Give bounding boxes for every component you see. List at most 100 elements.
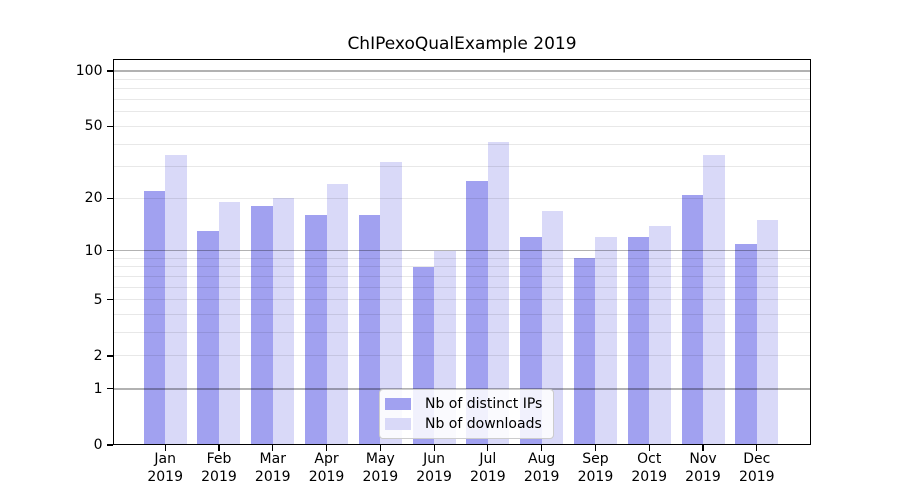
minor-gridline-60 (113, 111, 811, 113)
x-tick-year: 2019 (577, 468, 614, 485)
y-tick-label-5: 5 (93, 291, 103, 308)
x-tick-jun (433, 445, 435, 451)
y-tick-50 (106, 125, 113, 127)
minor-gridline-5 (113, 299, 811, 301)
bar-dec-distinct-ips (735, 243, 757, 445)
x-tick-month: Sep (582, 451, 609, 467)
bar-nov-distinct-ips (681, 194, 703, 445)
bar-jan-distinct-ips (143, 190, 166, 445)
bar-mar-downloads (272, 198, 295, 445)
bar-feb-downloads (218, 202, 241, 445)
y-tick-10 (106, 250, 113, 252)
x-tick-label-sep: Sep 2019 (563, 451, 627, 486)
x-tick-month: Feb (206, 451, 232, 467)
x-tick-label-may: May 2019 (348, 451, 412, 486)
minor-gridline-8 (113, 266, 811, 268)
minor-gridline-20 (113, 197, 811, 199)
minor-gridline-6 (113, 286, 811, 288)
y-tick-2 (106, 355, 113, 357)
x-tick-year: 2019 (416, 468, 452, 485)
x-tick-label-nov: Nov 2019 (671, 451, 735, 486)
minor-gridline-2 (113, 355, 811, 357)
x-tick-month: Oct (637, 451, 662, 467)
y-tick-20 (106, 197, 113, 199)
x-tick-jul (487, 445, 489, 451)
bar-aug-downloads (541, 210, 564, 445)
x-tick-year: 2019 (685, 468, 721, 485)
x-tick-month: Jun (423, 451, 446, 467)
minor-gridline-90 (113, 78, 811, 80)
x-tick-year: 2019 (308, 468, 345, 485)
x-tick-month: Nov (689, 451, 717, 467)
x-tick-year: 2019 (254, 468, 291, 485)
x-tick-aug (541, 445, 543, 451)
y-tick-100 (106, 70, 113, 72)
x-tick-month: Aug (527, 451, 556, 467)
plot-area: Nb of distinct IPs Nb of downloads (113, 59, 811, 445)
legend-label-distinct-ips: Nb of distinct IPs (425, 396, 543, 412)
y-tick-0 (106, 444, 113, 446)
y-tick-label-2: 2 (93, 347, 103, 364)
minor-gridline-7 (113, 275, 811, 277)
legend-item-distinct-ips: Nb of distinct IPs (385, 396, 542, 412)
x-tick-label-dec: Dec 2019 (725, 451, 789, 486)
legend-swatch-distinct-ips (385, 398, 411, 410)
x-tick-label-jul: Jul 2019 (456, 451, 520, 486)
minor-gridline-4 (113, 314, 811, 316)
legend-label-downloads: Nb of downloads (425, 416, 542, 432)
x-tick-may (379, 445, 381, 451)
minor-gridline-30 (113, 166, 811, 168)
x-tick-month: Jul (479, 451, 497, 467)
bar-sep-downloads (595, 237, 617, 445)
major-gridline-1 (113, 388, 811, 390)
legend-swatch-downloads (385, 418, 411, 430)
x-tick-month: May (365, 451, 395, 467)
major-gridline-10 (113, 250, 811, 252)
bar-mar-distinct-ips (251, 206, 273, 445)
bar-sep-distinct-ips (573, 258, 596, 445)
y-tick-label-100: 100 (75, 62, 103, 79)
x-tick-oct (648, 445, 650, 451)
x-tick-year: 2019 (147, 468, 183, 485)
x-tick-year: 2019 (523, 468, 560, 485)
x-tick-year: 2019 (362, 468, 399, 485)
bar-oct-distinct-ips (627, 237, 650, 445)
x-tick-nov (702, 445, 704, 451)
x-tick-jan (164, 445, 166, 451)
x-tick-year: 2019 (738, 468, 775, 485)
bar-apr-downloads (326, 184, 349, 445)
bar-may-distinct-ips (358, 215, 381, 445)
x-tick-feb (218, 445, 220, 451)
x-tick-dec (756, 445, 758, 451)
x-tick-month: Apr (314, 451, 339, 467)
minor-gridline-80 (113, 88, 811, 90)
legend-item-downloads: Nb of downloads (385, 416, 542, 432)
x-tick-label-jun: Jun 2019 (402, 451, 466, 486)
minor-gridline-40 (113, 143, 811, 145)
x-tick-label-feb: Feb 2019 (187, 451, 251, 486)
minor-gridline-50 (113, 125, 811, 127)
y-tick-label-20: 20 (84, 190, 103, 207)
y-tick-5 (106, 299, 113, 301)
x-tick-label-aug: Aug 2019 (510, 451, 574, 486)
x-tick-year: 2019 (470, 468, 506, 485)
bar-nov-downloads (703, 154, 725, 445)
bar-may-downloads (380, 161, 402, 445)
major-gridline-100 (113, 70, 811, 72)
bar-oct-downloads (649, 225, 671, 445)
x-tick-label-oct: Oct 2019 (617, 451, 681, 486)
x-tick-label-apr: Apr 2019 (295, 451, 359, 486)
x-tick-label-jan: Jan 2019 (133, 451, 197, 486)
bar-feb-distinct-ips (197, 231, 219, 445)
x-tick-month: Mar (259, 451, 286, 467)
x-tick-apr (325, 445, 328, 451)
bar-jul-downloads (487, 142, 510, 445)
x-tick-month: Jan (154, 451, 176, 467)
y-tick-label-50: 50 (84, 118, 103, 135)
y-tick-1 (106, 388, 113, 390)
y-tick-label-0: 0 (93, 437, 103, 453)
x-tick-sep (594, 445, 597, 451)
minor-gridline-9 (113, 257, 811, 259)
x-tick-mar (272, 445, 274, 451)
